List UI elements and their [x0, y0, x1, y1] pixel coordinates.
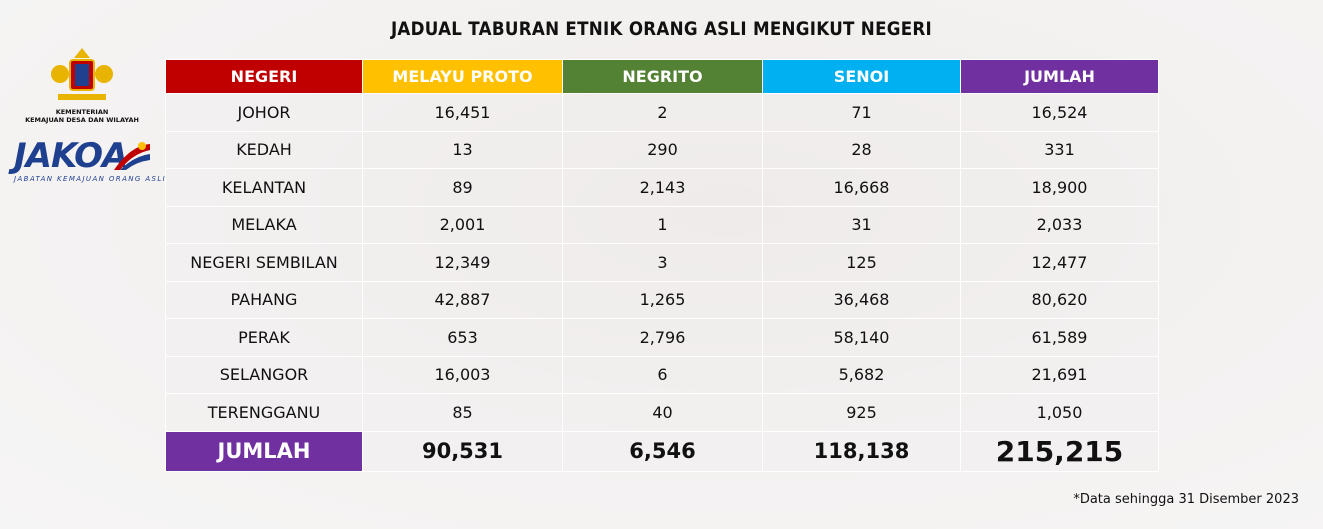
table-row: MELAKA 2,001 1 31 2,033 — [165, 205, 1159, 244]
cell: 89 — [362, 168, 563, 207]
header-row: NEGERI MELAYU PROTO NEGRITO SENOI JUMLAH — [165, 59, 1159, 94]
cell: 125 — [762, 243, 961, 282]
cell: 36,468 — [762, 280, 961, 319]
agency-flag — [114, 142, 150, 170]
cell: 2,796 — [562, 318, 763, 357]
cell: 2,143 — [562, 168, 763, 207]
table: NEGERI MELAYU PROTO NEGRITO SENOI JUMLAH JOHO… — [165, 59, 1159, 472]
cell: 16,451 — [362, 93, 563, 132]
ministry-name: KEMENTERIAN — [55, 108, 109, 116]
table-row: KELANTAN 89 2,143 16,668 18,900 — [165, 168, 1159, 207]
row-label: KELANTAN — [165, 168, 363, 207]
agency-full-name: JABATAN KEMAJUAN ORANG ASLI — [14, 175, 167, 183]
cell: 2,001 — [362, 205, 563, 244]
table-row: SELANGOR 16,003 6 5,682 21,691 — [165, 355, 1159, 394]
row-label: TERENGGANU — [165, 393, 363, 432]
cell: 1,265 — [562, 280, 763, 319]
row-label: SELANGOR — [165, 355, 363, 394]
row-label: PERAK — [165, 318, 363, 357]
cell: 85 — [362, 393, 563, 432]
cell: 2,033 — [960, 205, 1159, 244]
row-label: JUMLAH — [165, 430, 363, 472]
column-header: MELAYU PROTO — [362, 59, 563, 94]
cell: 653 — [362, 318, 563, 357]
ministry-crest — [51, 48, 113, 100]
cell: 16,003 — [362, 355, 563, 394]
table-row: KEDAH 13 290 28 331 — [165, 130, 1159, 169]
cell: 12,477 — [960, 243, 1159, 282]
cell: 42,887 — [362, 280, 563, 319]
cell: 61,589 — [960, 318, 1159, 357]
cell: 21,691 — [960, 355, 1159, 394]
table-row: PERAK 653 2,796 58,140 61,589 — [165, 318, 1159, 357]
cell: 1,050 — [960, 393, 1159, 432]
cell: 80,620 — [960, 280, 1159, 319]
cell: 2 — [562, 93, 763, 132]
column-header: JUMLAH — [960, 59, 1159, 94]
cell: 1 — [562, 205, 763, 244]
ministry-name: KEMAJUAN DESA DAN WILAYAH — [25, 116, 139, 124]
cell: 6,546 — [562, 430, 763, 472]
total-row: JUMLAH 90,531 6,546 118,138 215,215 — [165, 430, 1159, 472]
row-label: KEDAH — [165, 130, 363, 169]
column-header: SENOI — [762, 59, 961, 94]
cell: 58,140 — [762, 318, 961, 357]
column-header: NEGERI — [165, 59, 363, 94]
cell: 28 — [762, 130, 961, 169]
cell: 90,531 — [362, 430, 563, 472]
cell: 6 — [562, 355, 763, 394]
row-label: PAHANG — [165, 280, 363, 319]
table-row: JOHOR 16,451 2 71 16,524 — [165, 93, 1159, 132]
cell: 925 — [762, 393, 961, 432]
cell: 12,349 — [362, 243, 563, 282]
footnote: *Data sehingga 31 Disember 2023 — [1073, 492, 1299, 507]
cell: 13 — [362, 130, 563, 169]
cell: 16,668 — [762, 168, 961, 207]
title: JADUAL TABURAN ETNIK ORANG ASLI MENGIKUT… — [390, 18, 933, 40]
cell: 18,900 — [960, 168, 1159, 207]
cell: 71 — [762, 93, 961, 132]
cell: 16,524 — [960, 93, 1159, 132]
cell: 290 — [562, 130, 763, 169]
agency-logo: JAKOA — [14, 136, 128, 176]
row-label: MELAKA — [165, 205, 363, 244]
cell: 331 — [960, 130, 1159, 169]
table-row: TERENGGANU 85 40 925 1,050 — [165, 393, 1159, 432]
cell: 5,682 — [762, 355, 961, 394]
cell: 118,138 — [762, 430, 961, 472]
cell: 40 — [562, 393, 763, 432]
row-label: JOHOR — [165, 93, 363, 132]
cell: 215,215 — [960, 430, 1159, 472]
column-header: NEGRITO — [562, 59, 763, 94]
cell: 3 — [562, 243, 763, 282]
cell: 31 — [762, 205, 961, 244]
row-label: NEGERI SEMBILAN — [165, 243, 363, 282]
table-row: NEGERI SEMBILAN 12,349 3 125 12,477 — [165, 243, 1159, 282]
table-row: PAHANG 42,887 1,265 36,468 80,620 — [165, 280, 1159, 319]
